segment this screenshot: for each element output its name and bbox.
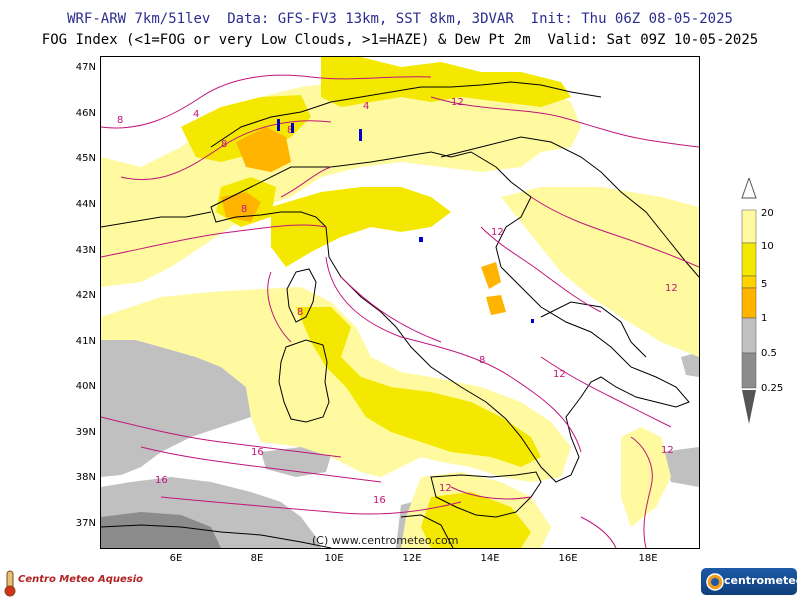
thermometer-icon [4,570,16,597]
contour-label: 16 [155,475,168,486]
lat-label: 40N [75,381,96,392]
legend-label: 0.25 [761,383,784,394]
header-line-2: FOG Index (<1=FOG or very Low Clouds, >1… [41,32,759,48]
coastlines-borders [101,81,699,548]
legend-label: 5 [761,279,768,290]
contour-label: 8 [117,115,123,126]
lakes [277,119,534,323]
left-logo-text: Centro Meteo Aquesio [18,574,143,585]
contour-label: 12 [451,97,464,108]
lat-label: 38N [75,472,96,483]
lon-label: 18E [638,553,658,564]
contour-label: 8 [221,139,227,150]
legend-bar [741,176,757,424]
contour-label: 8 [287,125,293,136]
legend-label: 1 [761,313,768,324]
contour-label: 8 [479,355,485,366]
lat-label: 45N [75,153,96,164]
legend: 20 10 5 1 0.5 0.25 [740,176,800,428]
lat-label: 47N [75,62,96,73]
lat-label: 44N [75,199,96,210]
contour-label: 12 [439,483,452,494]
haze-light-areas [101,77,699,548]
header-line-1: WRF-ARW 7km/51lev Data: GFS-FV3 13km, SS… [67,11,733,27]
contour-label: 8 [241,204,247,215]
dew-point-contours [101,74,699,548]
centrometeo-logo[interactable] [701,568,797,595]
lat-label: 37N [75,518,96,529]
copyright-text: (C) www.centrometeo.com [312,534,459,547]
lon-label: 14E [480,553,500,564]
contour-label: 16 [251,447,264,458]
lat-label: 39N [75,427,96,438]
legend-label: 20 [761,208,774,219]
lat-label: 41N [75,336,96,347]
contour-label: 8 [297,307,303,318]
globe-icon [706,573,724,591]
contour-label: 16 [373,495,386,506]
lat-label: 42N [75,290,96,301]
lat-label: 46N [75,108,96,119]
lon-label: 6E [169,553,183,564]
contour-label: 12 [661,445,674,456]
lon-label: 8E [250,553,264,564]
contour-label: 12 [553,369,566,380]
map-canvas: 8 8 4 4 12 8 8 16 16 16 12 12 12 12 12 8… [101,57,699,548]
legend-label: 10 [761,241,774,252]
centro-meteo-aquesio-logo[interactable] [0,567,120,597]
lat-label: 43N [75,245,96,256]
right-logo-text: centrometeo [724,574,800,587]
legend-label: 0.5 [761,348,777,359]
lon-label: 16E [558,553,578,564]
haze-orange-areas [221,127,506,315]
contour-label: 4 [193,109,199,120]
lon-label: 12E [402,553,422,564]
contour-label: 12 [491,227,504,238]
fog-index-map: 8 8 4 4 12 8 8 16 16 16 12 12 12 12 12 8… [100,56,700,549]
contour-label: 4 [363,101,369,112]
contour-label: 12 [665,283,678,294]
lon-label: 10E [324,553,344,564]
contour-labels: 8 8 4 4 12 8 8 16 16 16 12 12 12 12 12 8… [117,97,678,506]
